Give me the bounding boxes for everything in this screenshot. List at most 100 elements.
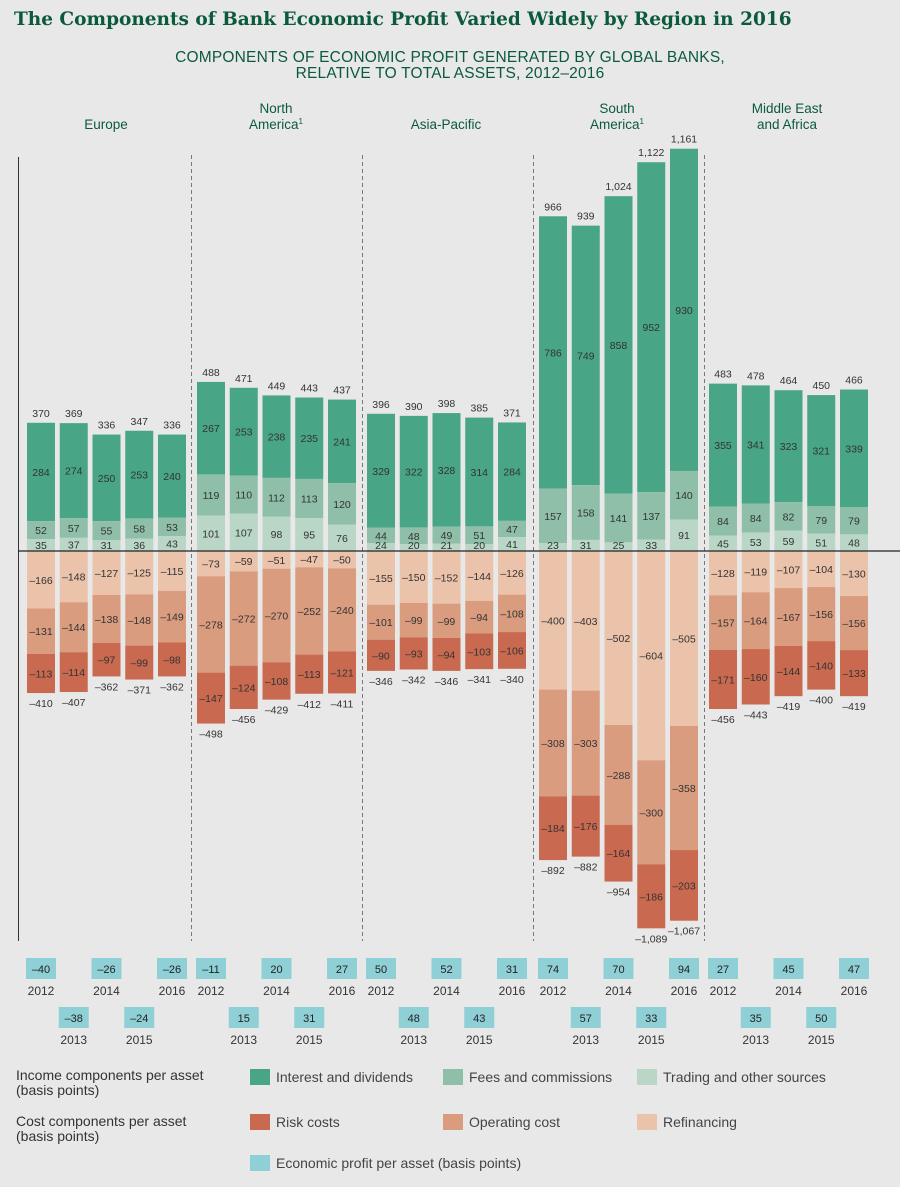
label-profit: 15 xyxy=(238,1013,250,1025)
label-interest: 322 xyxy=(405,467,423,479)
label-fees: 120 xyxy=(333,499,351,511)
bar-interest xyxy=(328,399,356,484)
bar-refinancing xyxy=(807,551,836,588)
bar-risk xyxy=(571,795,600,857)
bar-interest xyxy=(807,395,836,507)
bar-refinancing xyxy=(571,551,600,691)
bar-trading xyxy=(295,518,324,551)
label-interest: 339 xyxy=(845,443,863,455)
bar-trading xyxy=(539,543,567,551)
label-operating: –303 xyxy=(574,738,598,750)
label-operating: –156 xyxy=(842,618,866,630)
region-label: Asia-Pacific xyxy=(411,117,482,132)
label-interest: 328 xyxy=(438,465,456,477)
label-profit: –38 xyxy=(65,1013,83,1025)
bar-trading xyxy=(741,532,770,551)
bar-trading xyxy=(27,539,55,551)
bar-interest xyxy=(197,381,225,475)
label-operating: –99 xyxy=(405,615,423,627)
bar-refinancing xyxy=(498,551,526,595)
bar-interest xyxy=(709,383,737,507)
label-income-total: 1,161 xyxy=(671,134,697,146)
label-profit: 74 xyxy=(547,964,559,976)
footnote-marker: 1 xyxy=(640,117,645,126)
profit-box xyxy=(464,1007,495,1028)
label-trading: 107 xyxy=(235,527,253,539)
label-operating: –101 xyxy=(369,617,393,629)
label-refinancing: –104 xyxy=(810,564,834,576)
bar-risk xyxy=(59,652,88,693)
footnote-marker: 1 xyxy=(299,117,304,126)
label-income-total: 336 xyxy=(98,420,116,432)
bar-interest xyxy=(295,397,324,479)
year-label: 2015 xyxy=(808,1033,835,1047)
bar-refinancing xyxy=(465,551,494,601)
label-refinancing: –150 xyxy=(402,572,426,584)
label-risk: –186 xyxy=(640,891,664,903)
bar-interest xyxy=(774,390,803,503)
profit-box xyxy=(228,1007,259,1028)
region-label: South xyxy=(599,101,634,116)
legend-income-label: Income components per asset (basis point… xyxy=(16,1067,204,1098)
bar-risk xyxy=(367,639,395,671)
label-income-total: 398 xyxy=(438,398,456,410)
label-interest: 253 xyxy=(130,470,148,482)
label-fees: 58 xyxy=(133,523,145,535)
bar-interest xyxy=(262,395,291,478)
label-income-total: 371 xyxy=(503,407,521,419)
bar-refinancing xyxy=(229,551,258,572)
bar-operating xyxy=(498,594,526,633)
label-trading: 23 xyxy=(547,540,559,552)
bar-fees xyxy=(295,478,324,519)
label-risk: –106 xyxy=(500,645,524,657)
year-label: 2014 xyxy=(263,984,290,998)
bar-fees xyxy=(27,521,55,540)
label-trading: 43 xyxy=(166,539,178,551)
label-cost-total: –400 xyxy=(810,695,834,707)
bar-operating xyxy=(295,567,324,655)
label-refinancing: –119 xyxy=(744,567,767,579)
label-profit: 94 xyxy=(678,964,690,976)
bar-operating xyxy=(432,603,461,638)
region-label: Middle East xyxy=(752,101,823,116)
label-trading: 51 xyxy=(815,537,827,549)
bar-trading xyxy=(465,544,494,551)
label-refinancing: –127 xyxy=(95,568,119,580)
label-fees: 57 xyxy=(68,523,80,535)
label-income-total: 347 xyxy=(130,416,148,428)
label-fees: 113 xyxy=(301,494,318,506)
bar-refinancing xyxy=(840,551,868,597)
profit-box xyxy=(91,958,122,979)
bar-risk xyxy=(158,642,186,677)
year-label: 2016 xyxy=(329,984,356,998)
profit-box xyxy=(669,958,699,979)
bar-fees xyxy=(328,483,356,525)
label-operating: –358 xyxy=(672,783,696,795)
profit-box xyxy=(327,958,357,979)
label-trading: 53 xyxy=(750,537,762,549)
bar-operating xyxy=(539,689,567,797)
year-label: 2013 xyxy=(742,1033,769,1047)
label-income-total: 488 xyxy=(202,367,220,379)
year-label: 2014 xyxy=(775,984,802,998)
label-interest: 321 xyxy=(812,446,830,458)
year-label: 2015 xyxy=(638,1033,665,1047)
bar-interest xyxy=(637,162,666,493)
label-income-total: 1,024 xyxy=(605,181,631,193)
bar-trading xyxy=(262,516,291,551)
bar-trading xyxy=(59,537,88,551)
bar-refinancing xyxy=(539,551,567,690)
label-refinancing: –505 xyxy=(672,633,696,645)
label-trading: 37 xyxy=(68,539,80,551)
bar-interest xyxy=(367,413,395,528)
label-interest: 267 xyxy=(202,423,220,435)
bar-risk xyxy=(604,824,633,882)
bar-refinancing xyxy=(295,551,324,568)
label-fees: 49 xyxy=(441,530,453,542)
label-income-total: 370 xyxy=(32,408,50,420)
label-fees: 157 xyxy=(544,511,562,523)
label-refinancing: –144 xyxy=(468,571,492,583)
year-label: 2012 xyxy=(710,984,737,998)
label-income-total: 450 xyxy=(812,380,830,392)
bar-risk xyxy=(498,632,526,669)
